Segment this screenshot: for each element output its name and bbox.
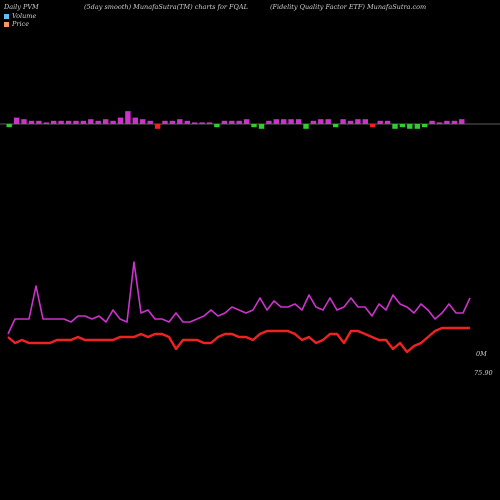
volume-bar	[51, 120, 57, 124]
volume-bar	[140, 119, 146, 124]
volume-bar	[258, 124, 265, 129]
volume-bar	[384, 120, 391, 124]
volume-bar	[422, 124, 428, 128]
volume-bar	[6, 124, 12, 128]
header-right: (Fidelity Quality Factor ETF) MunafaSutr…	[270, 3, 427, 11]
volume-bar	[13, 117, 20, 124]
volume-bar	[295, 119, 302, 124]
volume-bar	[281, 119, 287, 124]
volume-bar	[459, 119, 465, 124]
volume-bar	[333, 124, 339, 128]
volume-bar	[414, 124, 420, 129]
legend-volume-swatch	[4, 13, 9, 19]
volume-bar	[103, 119, 109, 124]
volume-bar	[370, 124, 376, 128]
volume-bar	[95, 120, 101, 124]
volume-bar	[303, 124, 309, 129]
volume-bar	[355, 119, 361, 124]
volume-bar	[451, 120, 458, 124]
volume-bar	[340, 119, 346, 124]
legend-price: Price	[4, 20, 29, 28]
volume-bar	[58, 120, 64, 124]
volume-bar	[184, 120, 190, 124]
volume-bar	[362, 119, 368, 124]
price-volume-lines	[7, 261, 471, 354]
volume-bar	[132, 117, 138, 124]
volume-bar	[399, 124, 406, 128]
volume-bar	[36, 120, 42, 124]
volume-bar	[273, 119, 279, 124]
volume-bar	[243, 119, 250, 124]
volume-bar	[436, 122, 443, 124]
volume-line	[7, 261, 471, 335]
legend-volume: Volume	[4, 12, 36, 20]
legend-volume-label: Volume	[12, 12, 37, 20]
volume-bar	[347, 120, 354, 124]
line-annotations: 0M 75.90	[474, 350, 493, 377]
volume-bar	[65, 120, 72, 124]
volume-bar	[214, 124, 220, 128]
volume-bar	[162, 120, 168, 124]
volume-bars	[0, 111, 500, 129]
volume-axis-label: 0M	[476, 350, 487, 358]
volume-bar	[177, 119, 183, 124]
volume-bar	[444, 120, 450, 124]
volume-bar	[266, 120, 272, 124]
volume-bar	[377, 120, 383, 124]
volume-bar	[80, 120, 87, 124]
price-line	[7, 326, 470, 354]
volume-bar	[192, 122, 198, 124]
volume-bar	[325, 119, 331, 124]
legend-price-label: Price	[12, 20, 30, 28]
volume-bar	[199, 122, 205, 124]
volume-bar	[318, 119, 324, 124]
volume-bar	[407, 124, 413, 129]
volume-bar	[310, 120, 317, 124]
volume-bar	[43, 122, 49, 124]
legend-price-swatch	[4, 21, 9, 27]
volume-bar	[221, 120, 228, 124]
volume-bar	[236, 120, 242, 124]
volume-bar	[288, 119, 294, 124]
volume-bar	[125, 111, 131, 124]
volume-bar	[110, 120, 116, 124]
volume-bar	[147, 120, 153, 124]
price-axis-label: 75.90	[474, 369, 493, 377]
volume-bar	[73, 120, 79, 124]
volume-bar	[117, 117, 124, 124]
volume-bar	[229, 120, 235, 124]
volume-bar	[206, 122, 213, 124]
header-left: Daily PVM	[4, 3, 39, 11]
volume-bar	[154, 124, 161, 129]
volume-bar	[28, 120, 35, 124]
volume-bar	[169, 120, 176, 124]
volume-bar	[429, 120, 435, 124]
header-center: (5day smooth) MunafaSutra(TM) charts for…	[84, 3, 248, 11]
volume-bar	[392, 124, 398, 129]
volume-bar	[21, 119, 27, 124]
volume-bar	[251, 124, 257, 128]
volume-bar	[88, 119, 94, 124]
